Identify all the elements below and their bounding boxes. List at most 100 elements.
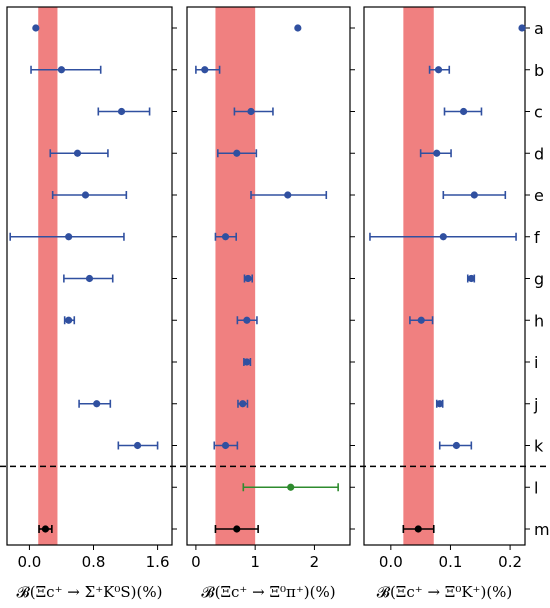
data-point-c — [233, 107, 274, 116]
data-point-j — [435, 399, 444, 408]
marker — [233, 525, 241, 533]
marker — [221, 233, 230, 241]
data-point-m — [214, 525, 259, 533]
marker — [294, 24, 302, 32]
x-axis-label: 𝓑(Ξc⁺ → Ξ⁰K⁺)(%) — [377, 583, 513, 601]
axes-frame — [186, 6, 351, 546]
row-label-f: f — [534, 228, 540, 247]
marker — [284, 191, 292, 199]
x-tick-label: 1.6 — [146, 553, 170, 571]
data-point-f — [369, 232, 517, 241]
reference-band — [38, 7, 58, 545]
row-label-b: b — [534, 61, 544, 80]
marker — [41, 525, 50, 533]
row-label-j: j — [533, 395, 538, 414]
data-point-k — [213, 441, 239, 450]
row-labels: a b c d e f g h i j k l m — [533, 19, 550, 539]
marker — [518, 24, 526, 32]
data-point-j — [237, 399, 249, 408]
row-label-a: a — [534, 19, 544, 38]
marker — [117, 107, 126, 116]
data-point-e — [250, 191, 328, 199]
row-label-h: h — [534, 311, 544, 330]
x-tick-label: 0.2 — [498, 553, 522, 571]
data-point-j — [78, 399, 112, 408]
axes-frame — [6, 6, 173, 546]
marker — [452, 441, 461, 450]
marker — [243, 316, 251, 324]
x-tick-label: 0.1 — [439, 553, 463, 571]
data-point-f — [214, 232, 237, 241]
row-label-i: i — [534, 353, 538, 372]
data-point-a — [518, 24, 526, 32]
data-point-b — [428, 65, 451, 74]
data-point-m — [38, 525, 53, 533]
x-tick-label: 1 — [250, 553, 260, 571]
panel-sigma-ks: 0.0 0.8 1.6 𝓑(Ξc⁺ → Σ⁺K⁰S)(%) — [6, 6, 177, 601]
marker — [32, 24, 40, 32]
data-point-h — [63, 316, 76, 325]
data-point-m — [402, 525, 435, 533]
axes-frame — [363, 6, 526, 546]
row-label-k: k — [534, 437, 544, 456]
data-point-f — [9, 232, 125, 241]
marker — [433, 149, 441, 157]
marker — [247, 107, 255, 116]
marker — [201, 66, 209, 74]
marker — [439, 233, 447, 241]
data-point-b — [195, 65, 221, 74]
data-point-e — [442, 191, 507, 199]
data-point-e — [51, 191, 128, 199]
row-label-g: g — [534, 270, 544, 289]
marker — [434, 66, 443, 74]
marker — [81, 191, 90, 199]
row-label-e: e — [534, 186, 544, 205]
marker — [467, 274, 475, 283]
data-point-c — [97, 107, 151, 116]
marker — [57, 66, 66, 74]
row-label-d: d — [534, 144, 544, 163]
marker — [470, 191, 478, 199]
marker — [221, 441, 230, 450]
row-label-l: l — [534, 478, 538, 497]
marker — [239, 400, 247, 408]
marker — [65, 233, 73, 241]
data-point-g — [466, 274, 476, 283]
marker — [414, 525, 422, 533]
x-tick-label: 2 — [310, 553, 320, 571]
marker — [233, 149, 241, 157]
data-point-h — [409, 316, 434, 325]
marker — [244, 274, 252, 283]
panel-xi0-pi: 0 1 2 𝓑(Ξc⁺ → Ξ⁰π⁺)(%) — [186, 6, 355, 601]
data-point-c — [443, 107, 483, 116]
data-point-d — [217, 149, 258, 158]
x-axis-label: 𝓑(Ξc⁺ → Σ⁺K⁰S)(%) — [17, 583, 163, 601]
data-point-a — [32, 24, 40, 32]
row-label-c: c — [534, 103, 543, 122]
data-point-a — [294, 24, 302, 32]
data-point-d — [49, 149, 109, 158]
data-point-b — [30, 65, 102, 74]
data-point-g — [243, 274, 253, 283]
marker — [65, 316, 73, 324]
x-tick-label: 0.0 — [17, 553, 41, 571]
x-tick-label: 0.8 — [82, 553, 106, 571]
marker — [133, 441, 142, 450]
x-tick-label: 0 — [191, 553, 201, 571]
x-tick-label: 0.0 — [379, 553, 403, 571]
data-point-h — [236, 316, 258, 325]
data-point-l — [242, 483, 339, 492]
marker — [459, 107, 468, 116]
data-point-i — [243, 358, 252, 366]
data-point-g — [63, 274, 114, 283]
reference-band — [403, 7, 434, 545]
data-point-k — [117, 441, 159, 450]
marker — [73, 149, 82, 157]
marker — [243, 358, 251, 366]
x-axis-label: 𝓑(Ξc⁺ → Ξ⁰π⁺)(%) — [201, 583, 335, 601]
data-point-d — [419, 149, 452, 158]
marker — [93, 400, 101, 408]
marker — [85, 274, 94, 283]
panel-xi0-k: 0.0 0.1 0.2 𝓑(Ξc⁺ → Ξ⁰K⁺)(%) — [363, 6, 530, 601]
